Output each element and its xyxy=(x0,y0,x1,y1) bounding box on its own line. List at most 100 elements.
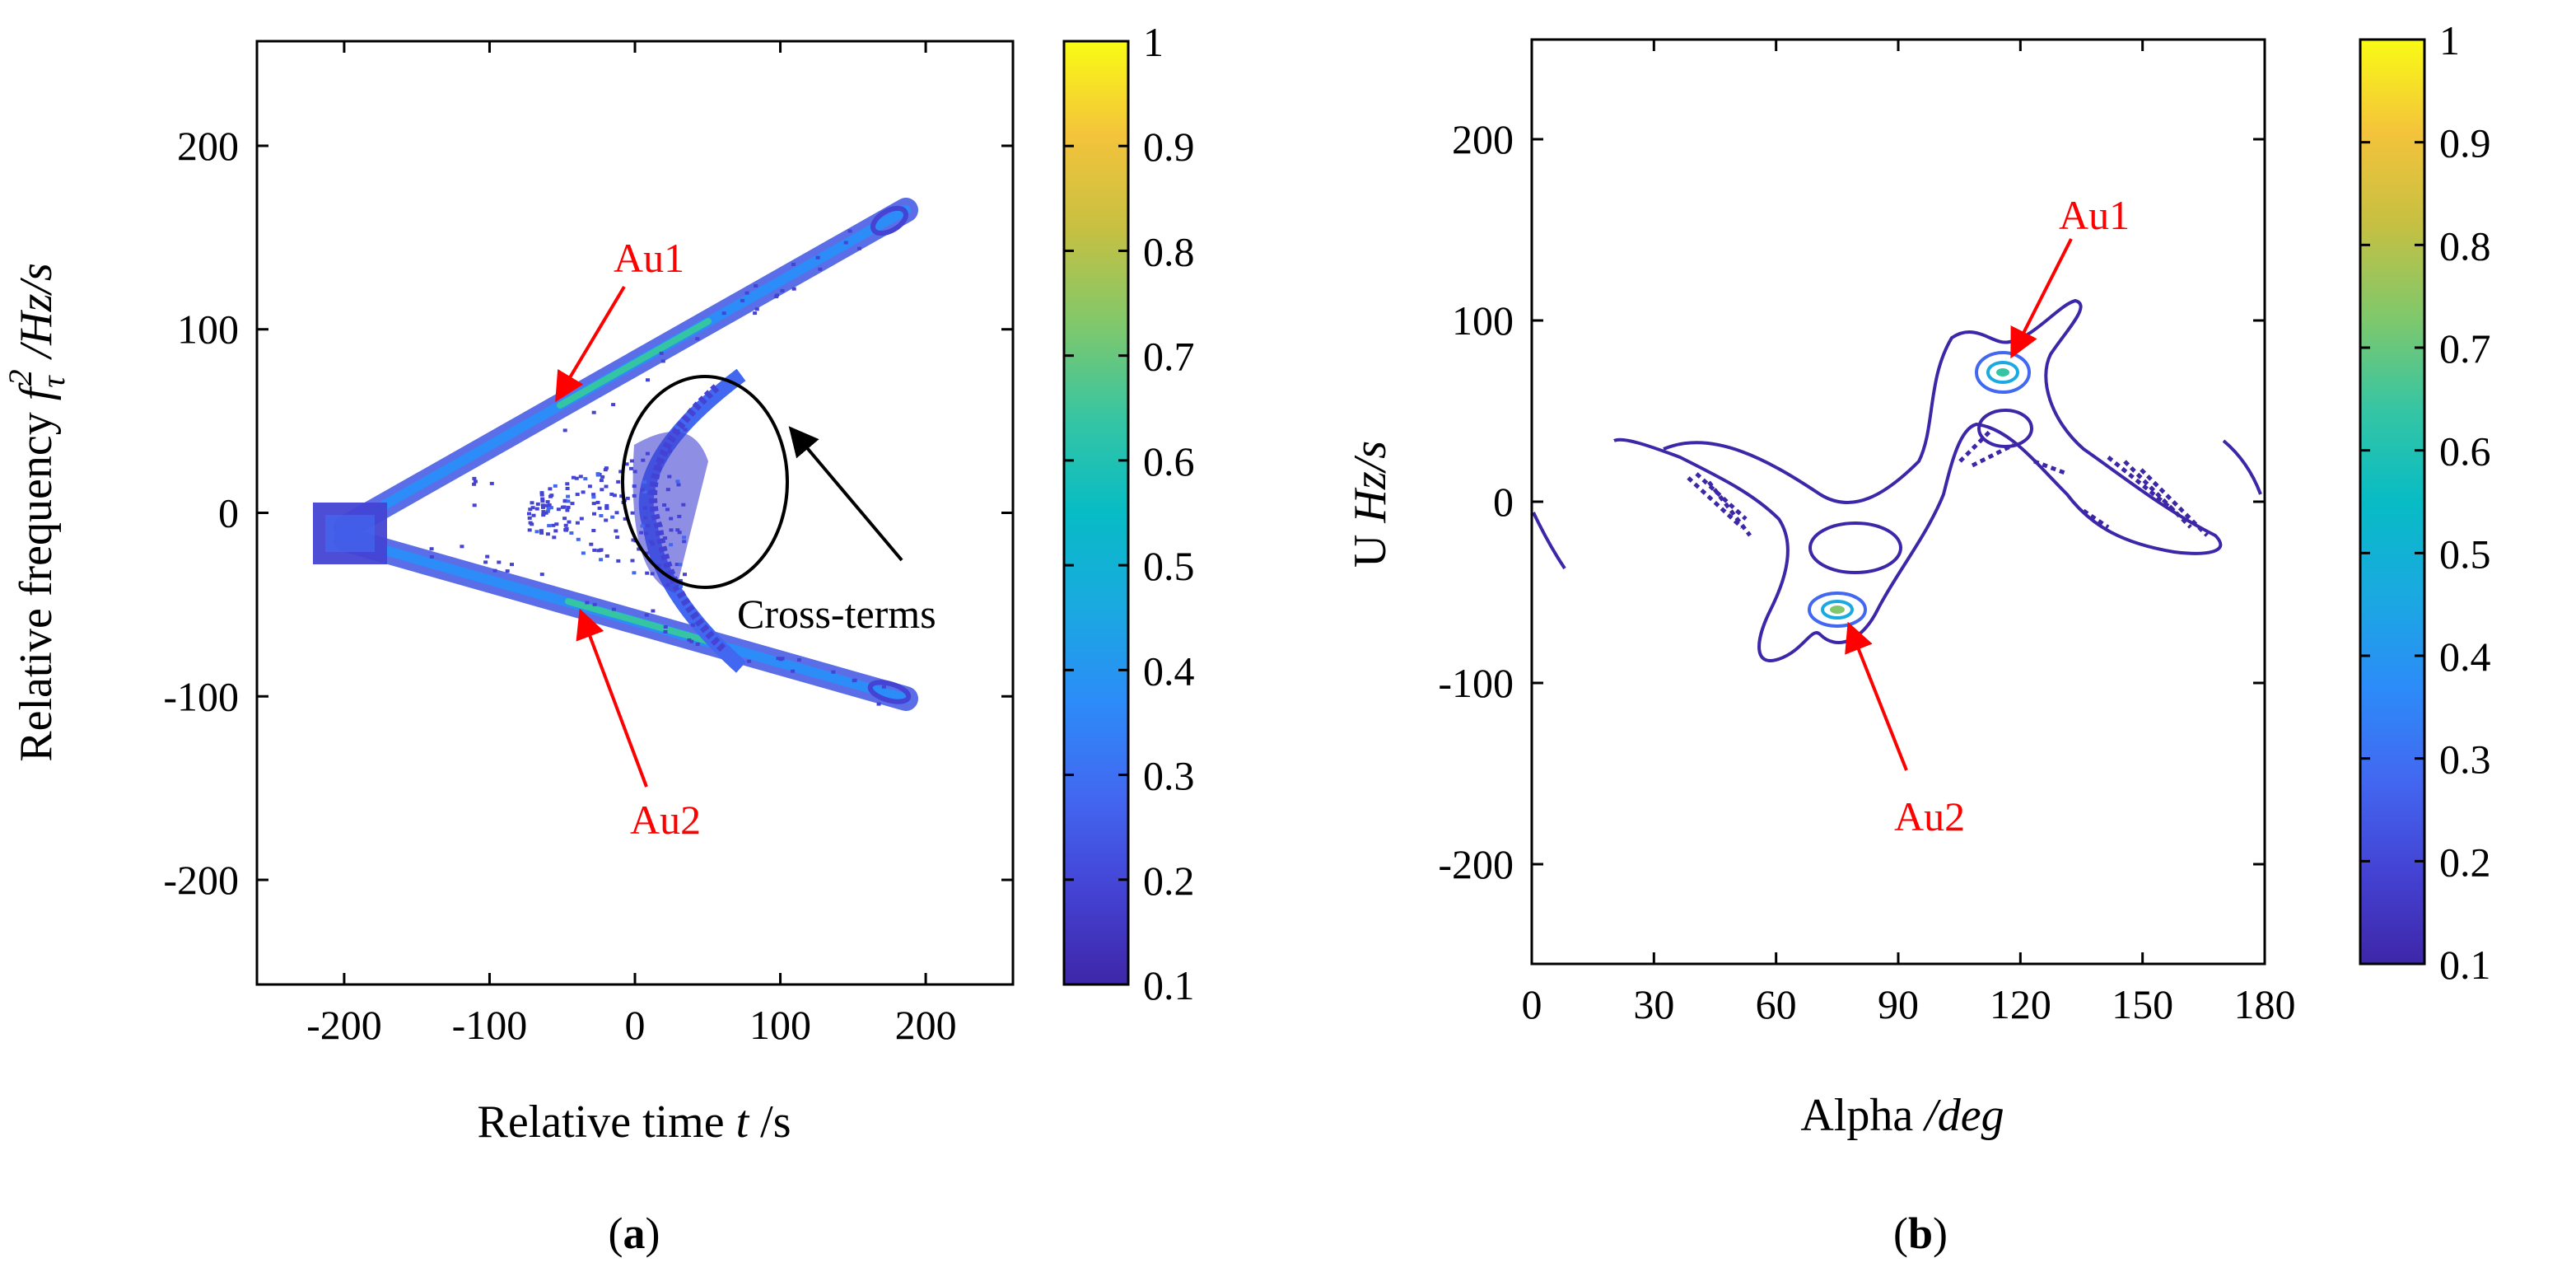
upper-hole xyxy=(1977,409,2033,448)
cross-term-dot xyxy=(645,451,650,456)
x-tick-label: 120 xyxy=(1990,981,2051,1027)
panel-b-label: (b) xyxy=(1893,1209,1948,1258)
cross-term-dot xyxy=(669,543,674,547)
colorbar-tick-label: 0.8 xyxy=(2439,222,2491,269)
contour-streak xyxy=(1707,480,1752,537)
cross-terms-arrow xyxy=(788,426,903,562)
cross-term-dot xyxy=(544,503,549,507)
cross-term-dot xyxy=(614,529,618,533)
contour-streak xyxy=(1958,427,1995,463)
cross-term-dot xyxy=(637,547,642,551)
cross-term-dot xyxy=(678,578,683,582)
cross-term-dot xyxy=(651,542,656,546)
cross-term-dot xyxy=(599,514,604,517)
ridge-dot xyxy=(611,403,616,407)
panel-a-x-label: Relative time t /s xyxy=(477,1097,791,1148)
cross-term-dot xyxy=(681,503,686,507)
colorbar-tick-label: 1 xyxy=(1143,19,1164,65)
ridge-dot xyxy=(497,560,502,564)
ridge-dot xyxy=(744,291,749,295)
y-tick-label: -100 xyxy=(1438,660,1514,706)
cross-term-dot xyxy=(527,512,531,516)
cross-term-dot xyxy=(662,503,667,507)
cross-term-dot xyxy=(534,530,539,534)
cross-term-dot xyxy=(571,475,576,479)
x-tick-label: 180 xyxy=(2234,981,2296,1027)
cross-term-dot xyxy=(575,521,580,525)
cross-term-dot xyxy=(591,502,596,506)
ridge-dot xyxy=(539,573,544,577)
x-tick-label: 0 xyxy=(1522,981,1542,1027)
cross-term-dot xyxy=(530,522,534,526)
cross-term-dot xyxy=(535,502,540,506)
cross-term-dot xyxy=(540,499,545,503)
cross-term-dot xyxy=(600,475,605,479)
cross-term-dot xyxy=(674,563,679,567)
ridge-dot xyxy=(780,288,785,292)
right-edge-fragment xyxy=(2222,439,2262,495)
cross-term-dot xyxy=(534,507,539,511)
cross-term-dot xyxy=(614,511,619,515)
au2-arrow-b xyxy=(1845,621,1908,771)
cross-term-dot xyxy=(665,488,670,492)
cross-term-dot xyxy=(566,494,571,498)
cross-term-dot xyxy=(587,484,592,489)
cross-term-dot xyxy=(565,487,570,490)
panel-a-y-ticks: -200 -100 0 100 200 xyxy=(163,123,1013,903)
cross-term-fill xyxy=(632,432,708,593)
cross-term-dot xyxy=(604,554,609,558)
cross-term-dot xyxy=(682,540,687,544)
au1-peak-outer xyxy=(1975,351,2031,394)
cross-term-dot xyxy=(530,506,535,510)
x-tick-label: 60 xyxy=(1756,981,1797,1027)
au2-peak-core xyxy=(1830,606,1845,614)
colorbar-tick-label: 0.1 xyxy=(2439,942,2491,988)
ridge-dot xyxy=(780,657,785,661)
ridge-dot xyxy=(663,629,668,634)
cross-term-dot xyxy=(552,535,557,540)
panel-b-x-ticks: 0 30 60 90 120 150 180 xyxy=(1522,40,2296,1027)
colorbar-tick-label: 0.5 xyxy=(2439,531,2491,577)
colorbar-tick-label: 0.9 xyxy=(1143,124,1195,170)
cross-term-dot xyxy=(676,483,681,487)
cross-term-dot xyxy=(576,537,581,541)
cross-term-dot xyxy=(624,462,629,466)
cross-term-dot xyxy=(683,428,688,432)
cross-term-dot xyxy=(677,531,682,535)
cross-term-dot xyxy=(583,477,588,481)
ridge-dot xyxy=(429,547,434,551)
ridge-dot xyxy=(644,613,649,617)
cross-term-dot xyxy=(548,506,553,510)
contour-streak xyxy=(1687,476,1743,529)
ridge-dot xyxy=(646,378,650,382)
cross-term-dot xyxy=(540,503,545,507)
ridge-dot xyxy=(492,568,497,573)
y-tick-label: 100 xyxy=(1452,297,1514,344)
au1-tail-loop xyxy=(870,205,908,236)
au2-label: Au2 xyxy=(630,797,701,843)
cross-term-dot xyxy=(554,522,559,526)
contour-streak xyxy=(2123,460,2192,529)
cross-term-dot xyxy=(592,548,597,552)
y-tick-label: 0 xyxy=(1493,479,1514,525)
cross-term-dot xyxy=(640,488,645,492)
au1-ridge-core xyxy=(557,318,712,409)
ridge-dot xyxy=(429,555,434,559)
ridge-dot xyxy=(775,293,779,297)
cross-term-dot xyxy=(539,531,544,535)
colorbar-tick-label: 0.7 xyxy=(2439,325,2491,372)
cross-term-dot xyxy=(530,501,534,505)
cross-term-dot xyxy=(591,493,596,497)
contour-streak xyxy=(1695,472,1748,521)
cross-term-dot xyxy=(548,487,553,491)
cross-term-dot xyxy=(651,489,656,493)
cross-term-dot xyxy=(581,551,586,555)
cross-term-dot xyxy=(604,506,609,510)
cross-term-dot xyxy=(566,505,571,509)
panel-a-x-ticks: -200 -100 0 100 200 xyxy=(306,41,957,1048)
ridge-dot xyxy=(881,685,886,689)
cross-term-dot xyxy=(597,506,602,510)
au2-peak-outer xyxy=(1808,592,1867,628)
ridge-dot xyxy=(485,554,490,559)
